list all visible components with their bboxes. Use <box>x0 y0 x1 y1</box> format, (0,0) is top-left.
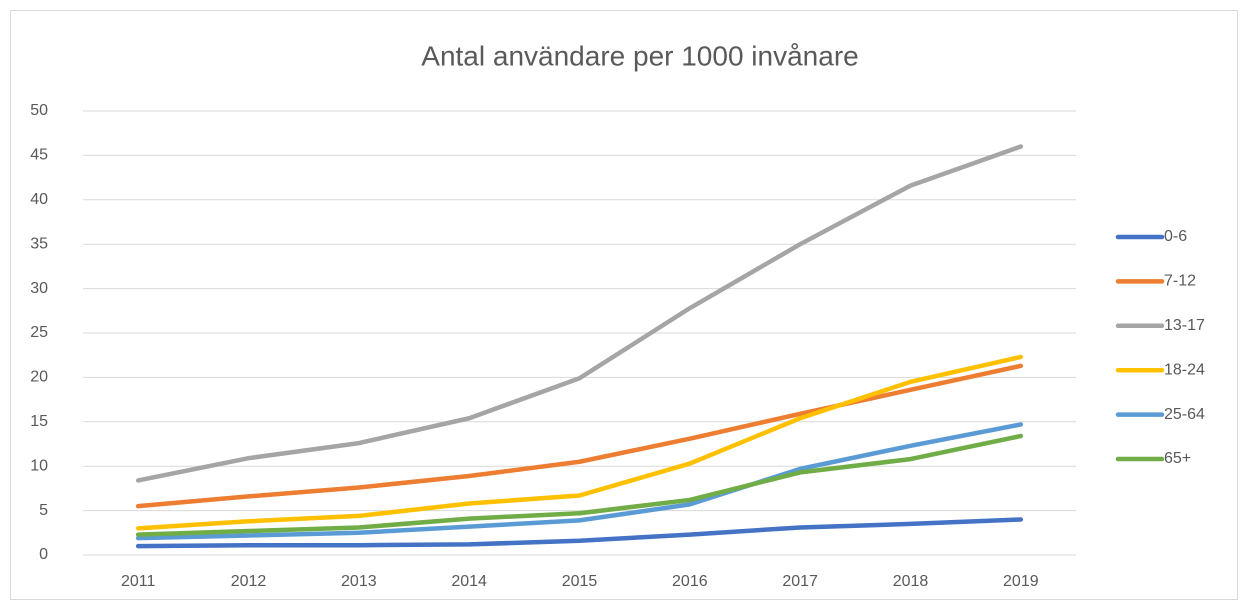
chart-border <box>10 10 1238 600</box>
y-tick-label: 5 <box>39 502 48 519</box>
x-tick-label: 2016 <box>672 573 708 590</box>
x-tick-label: 2015 <box>562 573 598 590</box>
series-line <box>135 363 1024 509</box>
x-tick-label: 2012 <box>231 573 267 590</box>
series-line <box>135 144 1024 483</box>
x-tick-label: 2019 <box>1003 573 1039 590</box>
legend-label: 18-24 <box>1164 361 1205 378</box>
x-tick-label: 2017 <box>782 573 818 590</box>
legend-label: 7-12 <box>1164 273 1196 290</box>
legend-label: 13-17 <box>1164 317 1205 334</box>
y-tick-label: 15 <box>30 413 48 430</box>
y-tick-label: 50 <box>30 102 48 119</box>
x-tick-label: 2018 <box>893 573 929 590</box>
legend-label: 0-6 <box>1164 228 1187 245</box>
x-tick-label: 2013 <box>341 573 377 590</box>
legend-label: 65+ <box>1164 450 1191 467</box>
series-line <box>135 433 1024 537</box>
x-tick-label: 2011 <box>121 573 156 590</box>
chart-title: Antal användare per 1000 invånare <box>421 40 858 71</box>
y-tick-label: 25 <box>30 324 48 341</box>
y-tick-label: 45 <box>30 147 48 164</box>
y-tick-label: 30 <box>30 280 48 297</box>
y-tick-label: 0 <box>39 546 48 563</box>
y-tick-label: 35 <box>30 235 48 252</box>
y-tick-label: 40 <box>30 191 48 208</box>
series-line <box>135 354 1024 531</box>
y-tick-label: 10 <box>30 457 48 474</box>
y-tick-label: 20 <box>30 369 48 386</box>
series-line <box>135 422 1024 541</box>
series-line <box>135 517 1024 549</box>
x-tick-label: 2014 <box>451 573 487 590</box>
legend-label: 25-64 <box>1164 406 1205 423</box>
